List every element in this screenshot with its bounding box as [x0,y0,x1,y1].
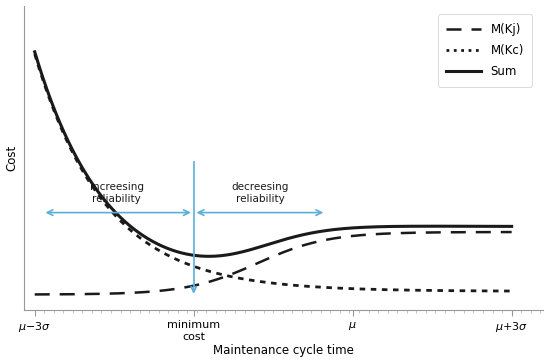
Sum [322,229,328,233]
M(Kc) [61,132,68,137]
M(Kj) [393,231,400,235]
M(Kc) [31,52,38,56]
M(Kj) [31,292,38,297]
Sum [394,224,400,229]
M(Kj) [442,230,449,234]
Sum [336,227,343,231]
M(Kj) [508,230,515,234]
M(Kj) [335,236,342,240]
M(Kc) [321,285,328,290]
M(Kc) [508,289,515,293]
Sum [442,224,449,228]
M(Kj) [61,292,68,297]
M(Kc) [309,285,315,289]
Line: M(Kj): M(Kj) [35,232,512,294]
X-axis label: Maintenance cycle time: Maintenance cycle time [214,344,354,358]
M(Kj) [321,238,328,242]
Y-axis label: Cost: Cost [5,144,19,171]
Text: increesing
reliability: increesing reliability [90,182,144,204]
M(Kj) [309,241,315,245]
M(Kc) [335,286,342,290]
Line: Sum: Sum [35,52,512,256]
Sum [206,254,212,258]
Sum [508,224,515,229]
Sum [31,50,38,54]
M(Kc) [393,288,400,292]
Sum [61,130,68,134]
Sum [309,231,316,235]
Line: M(Kc): M(Kc) [35,54,512,291]
M(Kc) [442,289,449,293]
Text: decreesing
reliability: decreesing reliability [231,182,289,204]
Legend: M(Kj), M(Kc), Sum: M(Kj), M(Kc), Sum [438,15,533,86]
